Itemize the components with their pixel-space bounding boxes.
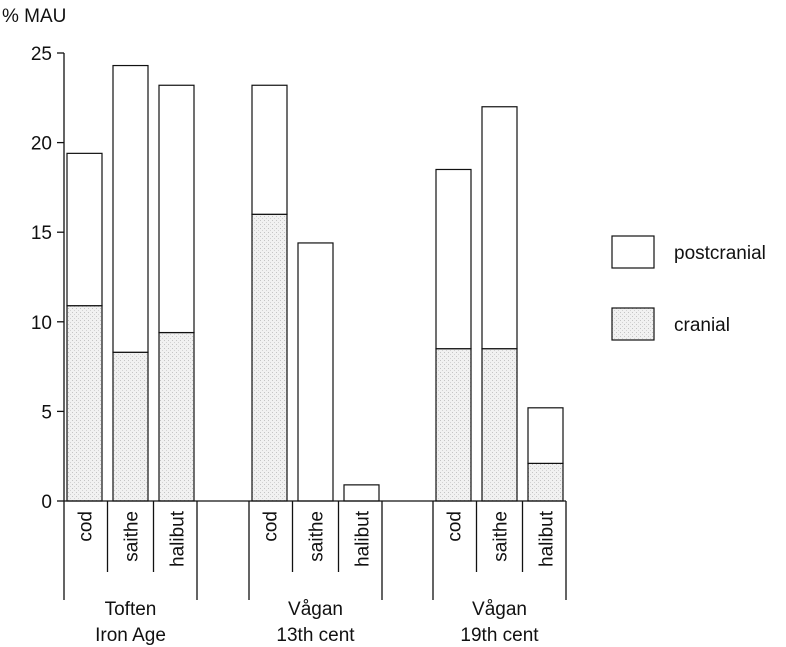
- bar-postcranial-vågan-cod: [435, 168, 472, 350]
- group-label-line2: 13th cent: [276, 625, 355, 646]
- legend: postcranial cranial: [611, 235, 766, 341]
- category-label: halibut: [168, 510, 189, 567]
- bar-cranial-vågan-cod: [435, 348, 472, 502]
- category-label: halibut: [537, 510, 558, 567]
- bar-cranial-vågan-halibut: [527, 462, 564, 502]
- bar-postcranial-vågan-saithe: [297, 242, 334, 502]
- y-axis-title: % MAU: [2, 6, 66, 27]
- bars: [66, 64, 564, 502]
- y-tick-label: 10: [31, 313, 52, 334]
- y-tick-label: 25: [31, 44, 52, 65]
- legend-label-postcranial: postcranial: [674, 243, 766, 264]
- bar-postcranial-toften-saithe: [112, 64, 149, 353]
- category-label: saithe: [307, 511, 328, 562]
- bar-cranial-toften-halibut: [158, 331, 195, 502]
- legend-swatch-cranial: [611, 307, 655, 341]
- bar-postcranial-toften-halibut: [158, 84, 195, 334]
- y-tick-label: 15: [31, 223, 52, 244]
- bar-postcranial-vågan-cod: [251, 84, 288, 215]
- group-label-line2: 19th cent: [460, 625, 539, 646]
- group-label-line2: Iron Age: [95, 625, 166, 646]
- group-label-line1: Toften: [105, 599, 157, 620]
- bar-postcranial-toften-cod: [66, 152, 103, 307]
- bar-postcranial-vågan-halibut: [527, 407, 564, 464]
- category-label: saithe: [491, 511, 512, 562]
- category-label: halibut: [353, 510, 374, 567]
- legend-label-cranial: cranial: [674, 315, 730, 336]
- y-axis: 0 5 10 15 20 25: [31, 44, 65, 513]
- bar-cranial-toften-saithe: [112, 351, 149, 502]
- legend-swatch-postcranial: [611, 235, 655, 269]
- category-label: cod: [76, 511, 97, 542]
- group-label-line1: Vågan: [288, 599, 343, 620]
- group-label-line1: Vågan: [472, 599, 527, 620]
- y-tick-label: 20: [31, 134, 52, 155]
- bar-postcranial-vågan-halibut: [343, 484, 380, 502]
- category-label: cod: [261, 511, 282, 542]
- category-label: cod: [445, 511, 466, 542]
- y-tick-label: 5: [41, 402, 52, 423]
- bar-postcranial-vågan-saithe: [481, 106, 518, 350]
- y-tick-label: 0: [41, 492, 52, 513]
- x-axis: cod saithe halibut Toften Iron Age cod saithe h…: [63, 500, 567, 646]
- category-label: saithe: [122, 511, 143, 562]
- bar-cranial-toften-cod: [66, 305, 103, 502]
- bar-cranial-vågan-saithe: [481, 348, 518, 502]
- bar-cranial-vågan-cod: [251, 213, 288, 502]
